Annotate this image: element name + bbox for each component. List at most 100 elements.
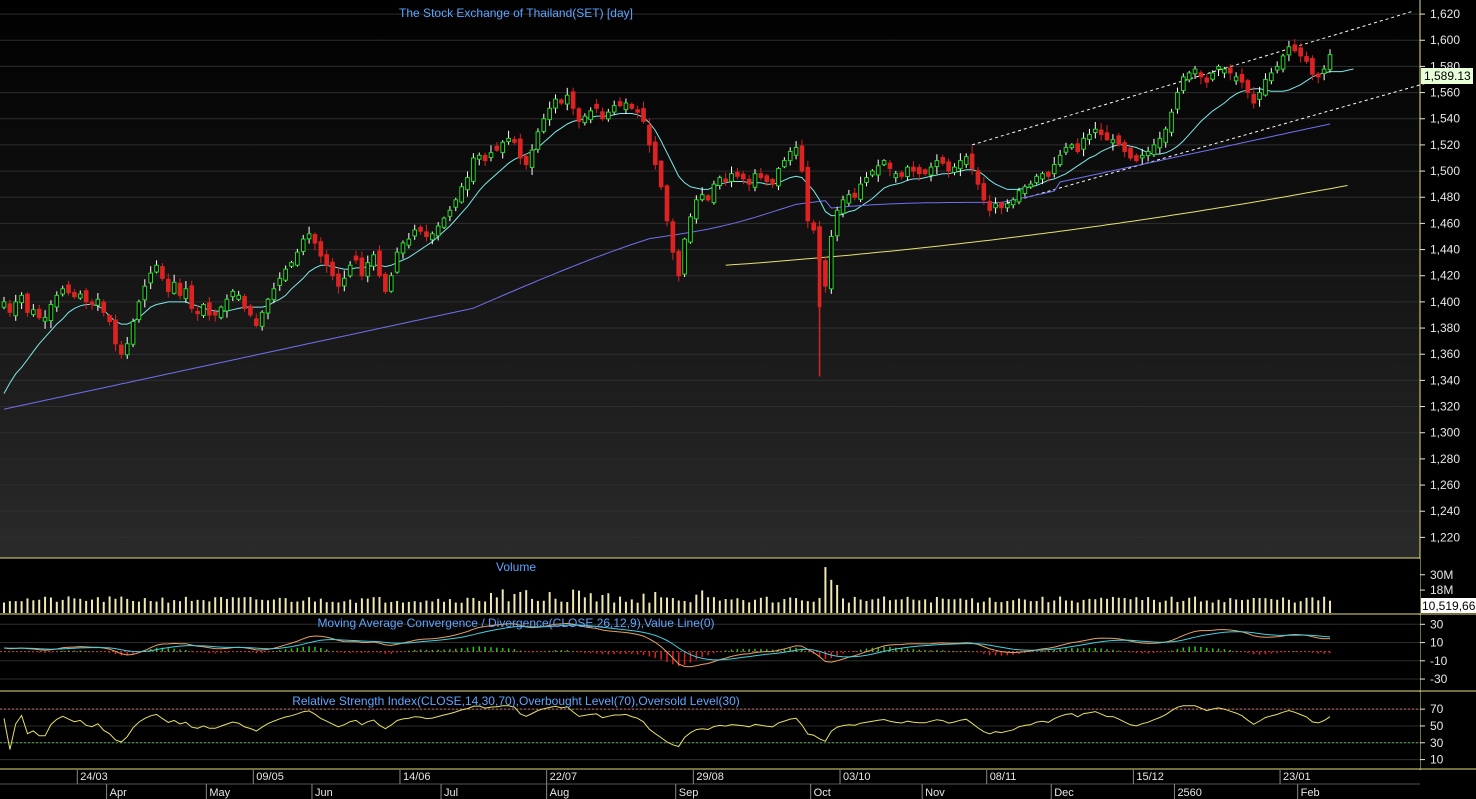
volume-bar (859, 599, 862, 613)
last-volume-label: 10,519,66 (1422, 599, 1476, 613)
volume-bar (1070, 600, 1073, 613)
candle-up (535, 131, 541, 150)
candle-up (787, 150, 793, 162)
macd-tick-label: 30 (1430, 617, 1444, 631)
volume-bar (783, 599, 786, 613)
price-tick-label: 1,600 (1430, 33, 1460, 47)
candle-down (676, 250, 682, 277)
candle-up (1216, 65, 1221, 70)
volume-bar (624, 601, 627, 613)
candle-up (171, 281, 177, 294)
candle-down (1310, 58, 1315, 75)
candle-up (465, 177, 470, 191)
volume-bar (824, 567, 827, 613)
candle-up (201, 304, 206, 317)
price-grid (0, 13, 1420, 538)
candle-up (711, 183, 717, 204)
candle-down (359, 257, 365, 277)
candle-down (770, 179, 775, 185)
volume-bar (671, 598, 674, 613)
candle-up (588, 110, 594, 121)
volume-bar (830, 579, 833, 613)
rsi-panel-background (0, 692, 1420, 769)
candle-up (1169, 111, 1174, 133)
volume-bar (1211, 602, 1214, 613)
candle-down (25, 293, 30, 313)
candle-down (242, 295, 247, 309)
volume-bar (437, 598, 440, 613)
candle-up (1274, 65, 1280, 71)
volume-bar (1287, 599, 1290, 613)
volume-bar (1053, 600, 1056, 613)
candle-up (1263, 78, 1268, 96)
volume-bar (331, 601, 334, 613)
candle-up (934, 160, 940, 167)
volume-bar (1123, 598, 1126, 613)
price-tick-label: 1,340 (1430, 373, 1460, 387)
volume-bar (231, 597, 234, 613)
volume-bar (577, 590, 580, 613)
volume-bar (1088, 598, 1091, 613)
candle-down (253, 318, 259, 326)
candle-up (547, 107, 552, 121)
candle-down (83, 290, 89, 303)
volume-bar (695, 594, 698, 613)
volume-bar (789, 597, 792, 613)
candle-down (212, 311, 218, 316)
volume-bar (1076, 602, 1079, 613)
candle-up (476, 154, 482, 160)
candle-up (453, 199, 459, 208)
candle-up (1092, 128, 1098, 133)
volume-bar (366, 598, 369, 613)
volume-bar (396, 600, 399, 613)
candle-up (1028, 183, 1034, 188)
volume-bar (372, 597, 375, 613)
macd-histogram (9, 646, 1331, 667)
rsi-tick-labels: 70 50 30 10 (1420, 702, 1444, 767)
candle-down (1128, 147, 1133, 159)
candle-up (694, 199, 699, 220)
price-tick-label: 1,300 (1430, 426, 1460, 440)
volume-bar (982, 601, 985, 613)
macd-tick-label: 10 (1430, 636, 1444, 650)
candle-up (1022, 186, 1028, 194)
price-tick-label: 1,440 (1430, 243, 1460, 257)
volume-bar (1270, 598, 1273, 613)
candle-up (1151, 144, 1157, 156)
ma-mid-line (3, 123, 1331, 410)
volume-bar (754, 599, 757, 613)
volume-bar (930, 602, 933, 613)
volume-bar (155, 601, 158, 613)
volume-bar (1229, 598, 1232, 613)
candle-down (999, 202, 1004, 209)
volume-bar (1276, 599, 1279, 613)
candle-down (1239, 74, 1245, 83)
candle-down (559, 99, 564, 104)
volume-bar (472, 597, 475, 613)
candle-up (1040, 173, 1045, 180)
candle-up (1063, 147, 1069, 153)
date-label: 14/06 (403, 771, 431, 783)
volume-bar (947, 599, 950, 613)
date-label: 29/08 (696, 771, 724, 783)
volume-bar (8, 601, 11, 613)
volume-bar (79, 598, 82, 613)
volume-bar (1082, 599, 1085, 613)
volume-bar (360, 598, 363, 613)
candle-down (735, 171, 740, 177)
month-label: Aug (550, 787, 570, 799)
volume-bar (818, 597, 821, 613)
volume-bar (126, 598, 129, 613)
candle-down (916, 167, 922, 175)
candle-down (1298, 47, 1303, 57)
month-label: Nov (925, 787, 945, 799)
spike-candle (817, 254, 822, 308)
macd-panel: Moving Average Convergence / Divergence(… (0, 615, 1476, 692)
candle-down (160, 266, 165, 279)
candle-up (1087, 133, 1092, 141)
volume-bar (531, 598, 534, 613)
candle-up (905, 166, 910, 178)
candle-down (1104, 132, 1110, 141)
